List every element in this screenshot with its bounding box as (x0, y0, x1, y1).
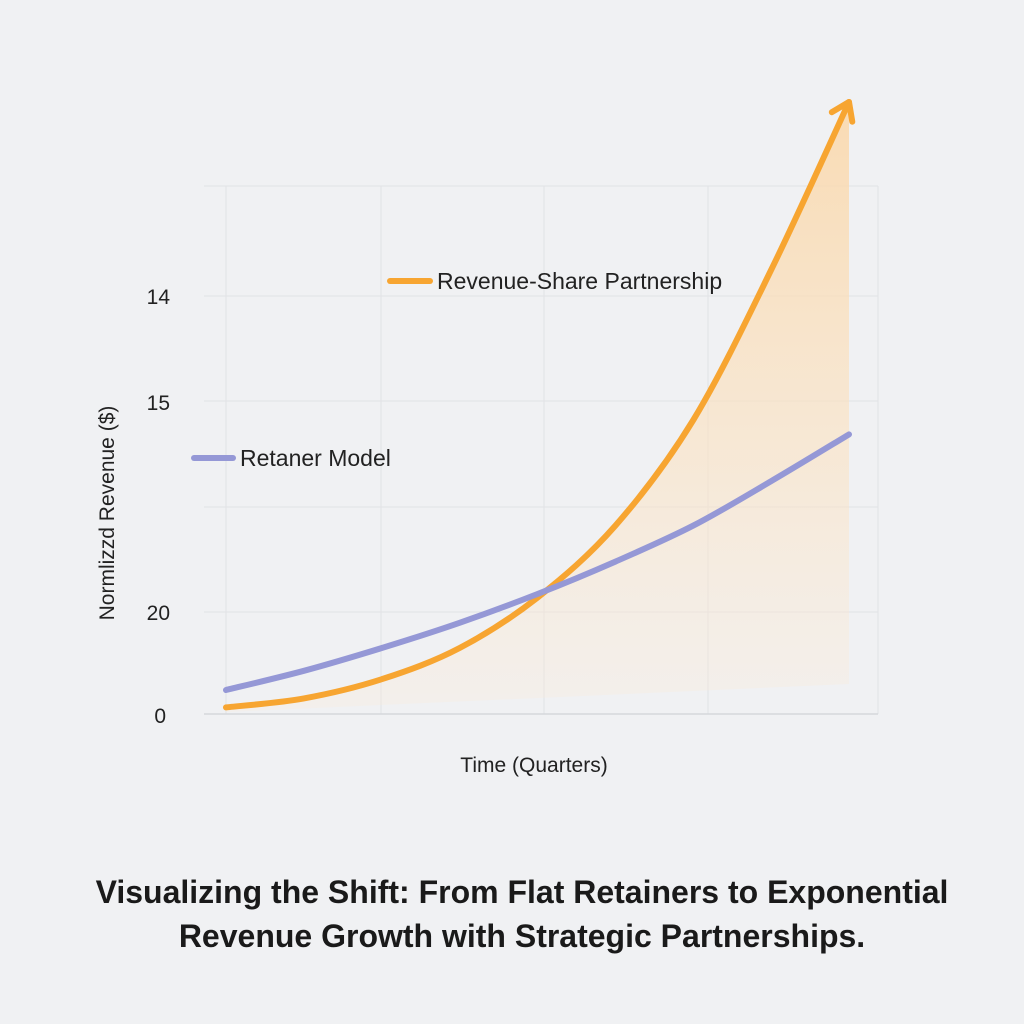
y-tick-label: 15 (147, 392, 170, 415)
arrowhead-icon (828, 99, 856, 125)
y-tick-label: 14 (147, 286, 171, 309)
caption-line-1: Visualizing the Shift: From Flat Retaine… (95, 874, 949, 910)
x-axis-title: Time (Quarters) (460, 754, 607, 777)
series-area-revenue-share-partnership (226, 102, 849, 712)
y-tick-label: 20 (147, 602, 170, 625)
y-tick-label: 0 (154, 705, 166, 728)
caption-line-2: Revenue Growth with Strategic Partnershi… (178, 918, 866, 954)
legend-label-retainer: Retaner Model (240, 445, 391, 471)
y-axis-title: Normlizzd Revenue ($) (96, 406, 119, 621)
series-lines (223, 99, 856, 711)
legend-label-revenue-share: Revenue-Share Partnership (437, 268, 722, 294)
area-fill-layer (226, 102, 849, 712)
series-line-retaner-model (223, 431, 852, 693)
chart-caption: Visualizing the Shift: From Flat Retaine… (40, 870, 1004, 958)
series-line-revenue-share-partnership (223, 99, 852, 711)
